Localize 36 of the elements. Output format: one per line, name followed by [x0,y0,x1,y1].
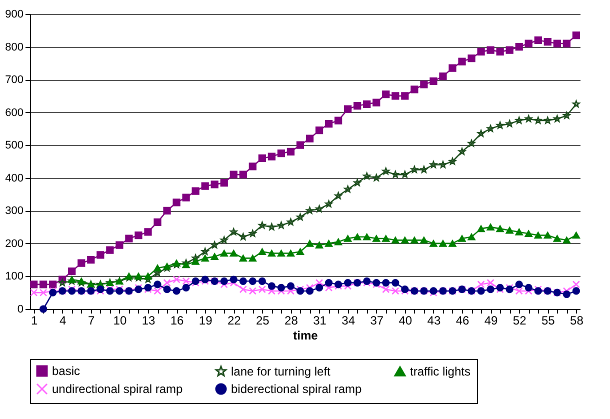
y-tick-label: 800 [5,41,24,54]
y-tick-label: 600 [5,106,24,119]
legend-label: basic [52,364,80,378]
x-tick-label: 34 [342,314,356,328]
legend-label: biderectional spiral ramp [231,382,362,396]
legend-label: undirectional spiral ramp [52,382,184,396]
x-tick-label: 49 [484,314,498,328]
x-tick-label: 37 [370,314,384,328]
y-tick-label: 400 [5,172,24,184]
x-tick-label: 28 [284,314,298,328]
x-tick-label: 43 [427,314,441,328]
y-tick-label: 500 [5,140,24,152]
legend-label: traffic lights [410,364,470,378]
y-tick-label: 100 [5,270,24,283]
x-tick-label: 22 [227,314,242,328]
x-tick-label: 52 [512,314,527,328]
x-tick-label: 31 [313,314,327,328]
y-tick-label: 200 [5,238,24,250]
x-axis-title: time [293,328,318,342]
x-tick-label: 7 [88,314,96,328]
x-tick-label: 16 [170,314,184,328]
y-tick-label: 700 [5,74,24,86]
x-tick-label: 10 [113,314,127,328]
x-tick-label: 4 [60,314,67,328]
y-tick-label: 0 [17,304,24,316]
legend-label: lane for turning left [231,364,332,378]
x-tick-label: 58 [570,314,584,328]
x-tick-label: 25 [256,314,270,328]
x-tick-label: 46 [456,314,470,328]
x-tick-label: 40 [398,314,412,328]
x-tick-label: 55 [541,314,556,328]
y-tick-label: 900 [5,8,24,20]
y-tick-label: 300 [5,205,24,218]
x-tick-label: 1 [30,314,38,328]
x-tick-label: 13 [142,314,156,328]
x-tick-label: 19 [198,314,213,328]
